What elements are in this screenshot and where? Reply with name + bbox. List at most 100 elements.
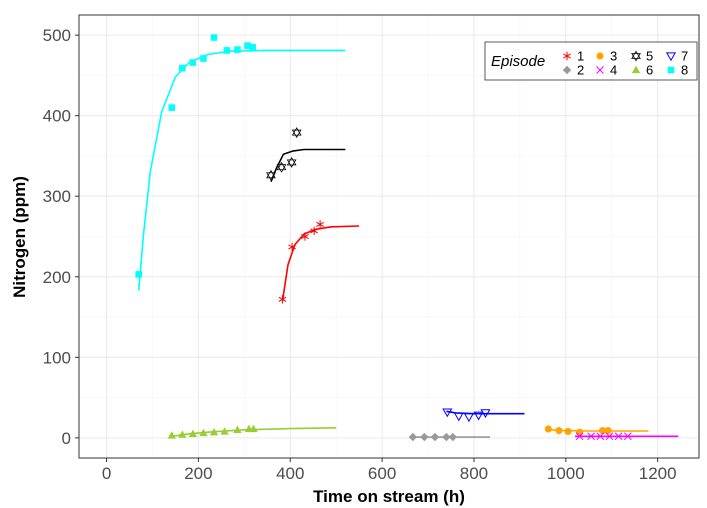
fit-line-episode-1 xyxy=(281,225,360,302)
x-tick-label: 400 xyxy=(276,464,304,483)
fit-line-episode-5 xyxy=(270,148,346,182)
data-point-episode-6 xyxy=(167,431,176,439)
y-tick-label: 200 xyxy=(43,268,71,287)
x-axis-ticks: 0 200 400 600 800 1000 1200 xyxy=(102,458,677,483)
legend-key-6 xyxy=(631,65,641,74)
data-point-episode-3 xyxy=(544,425,552,433)
legend-key-8 xyxy=(667,66,675,74)
legend-item-3: 3 xyxy=(596,49,617,64)
legend-label: 3 xyxy=(610,49,617,64)
legend-key-1 xyxy=(563,51,571,61)
x-tick-label: 200 xyxy=(184,464,212,483)
legend-key-4 xyxy=(596,66,604,74)
y-tick-label: 400 xyxy=(43,107,71,126)
data-point-episode-1 xyxy=(288,242,296,252)
data-point-episode-6 xyxy=(209,428,219,436)
data-point-episode-3 xyxy=(555,427,563,435)
legend-title: Episode xyxy=(491,53,545,70)
data-point-episode-3 xyxy=(604,427,612,435)
data-point-episode-8 xyxy=(179,64,186,72)
grid-major xyxy=(79,15,699,458)
data-point-episode-8 xyxy=(234,46,241,53)
legend-key-7 xyxy=(665,52,677,62)
data-point-episode-7 xyxy=(473,411,484,421)
y-axis-ticks: 0 100 200 300 400 500 xyxy=(43,26,79,448)
data-point-episode-3 xyxy=(598,427,607,435)
data-point-episode-2 xyxy=(448,432,458,442)
data-point-episode-1 xyxy=(316,220,324,229)
legend-label: 5 xyxy=(646,49,653,64)
legend-label: 6 xyxy=(646,63,653,78)
data-point-episode-4 xyxy=(596,432,605,441)
data-point-episode-8 xyxy=(200,55,207,62)
data-point-episode-1 xyxy=(278,295,287,304)
data-point-episode-8 xyxy=(210,34,218,41)
y-tick-label: 100 xyxy=(43,348,71,367)
data-point-episode-3 xyxy=(564,427,572,436)
legend: Episode 12 34 56 78 xyxy=(484,41,698,81)
data-point-episode-7 xyxy=(463,413,474,423)
legend-label: 8 xyxy=(681,63,688,78)
data-point-episode-6 xyxy=(220,427,229,435)
legend-label: 1 xyxy=(577,49,584,64)
data-point-episode-8 xyxy=(189,59,197,66)
legend-label: 7 xyxy=(681,49,688,64)
legend-item-6: 6 xyxy=(631,63,653,78)
plot-border xyxy=(78,14,700,459)
data-point-episode-6 xyxy=(233,425,242,433)
data-point-episode-2 xyxy=(442,432,451,442)
data-point-episode-3 xyxy=(575,428,584,436)
legend-label: 4 xyxy=(610,63,617,78)
data-point-episode-6 xyxy=(249,424,258,433)
data-point-episode-7 xyxy=(480,409,491,419)
legend-items: 12 34 56 78 xyxy=(562,49,688,78)
x-tick-label: 600 xyxy=(368,464,396,483)
data-point-episode-4 xyxy=(575,432,584,441)
data-point-episode-8 xyxy=(135,271,143,278)
data-point-episode-6 xyxy=(188,429,198,437)
data-point-episode-4 xyxy=(623,432,632,441)
data-point-episode-8 xyxy=(249,43,256,51)
data-point-episode-4 xyxy=(587,432,595,441)
legend-label: 2 xyxy=(577,63,584,78)
data-point-episode-4 xyxy=(614,432,623,441)
data-point-episode-7 xyxy=(442,408,453,418)
data-point-episode-2 xyxy=(430,432,440,442)
legend-key-5 xyxy=(631,50,641,62)
data-point-episode-8 xyxy=(244,42,251,49)
x-tick-label: 800 xyxy=(460,464,488,483)
legend-item-5: 5 xyxy=(631,49,653,64)
data-point-episode-8 xyxy=(168,104,176,111)
plot-panel xyxy=(78,14,700,459)
x-tick-label: 1000 xyxy=(547,464,585,483)
data-point-episode-5 xyxy=(286,156,297,168)
x-axis-title: Time on stream (h) xyxy=(313,487,465,506)
data-point-episode-1 xyxy=(310,226,319,236)
data-point-episode-2 xyxy=(420,432,429,442)
fit-line-episode-6 xyxy=(171,427,337,438)
y-axis-title: Nitrogen (ppm) xyxy=(10,176,29,298)
legend-key-2 xyxy=(562,65,572,75)
data-point-episode-6 xyxy=(199,428,208,437)
data-point-episode-5 xyxy=(266,169,276,181)
x-tick-label: 0 xyxy=(102,464,111,483)
legend-item-8: 8 xyxy=(667,63,688,78)
data-point-episode-2 xyxy=(408,432,418,442)
y-tick-label: 0 xyxy=(62,429,71,448)
data-points xyxy=(135,34,632,442)
data-point-episode-5 xyxy=(291,127,302,139)
legend-item-7: 7 xyxy=(665,49,688,64)
fit-line-episode-7 xyxy=(446,410,525,415)
legend-item-1: 1 xyxy=(563,49,584,64)
y-tick-label: 300 xyxy=(43,187,71,206)
data-point-episode-8 xyxy=(223,47,231,54)
legend-item-4: 4 xyxy=(596,63,617,78)
x-tick-label: 1200 xyxy=(639,464,677,483)
legend-item-2: 2 xyxy=(562,63,584,78)
legend-box xyxy=(484,41,698,81)
data-point-episode-7 xyxy=(453,412,464,422)
data-point-episode-5 xyxy=(276,161,287,173)
data-point-episode-4 xyxy=(605,432,614,441)
data-point-episode-6 xyxy=(178,430,187,438)
